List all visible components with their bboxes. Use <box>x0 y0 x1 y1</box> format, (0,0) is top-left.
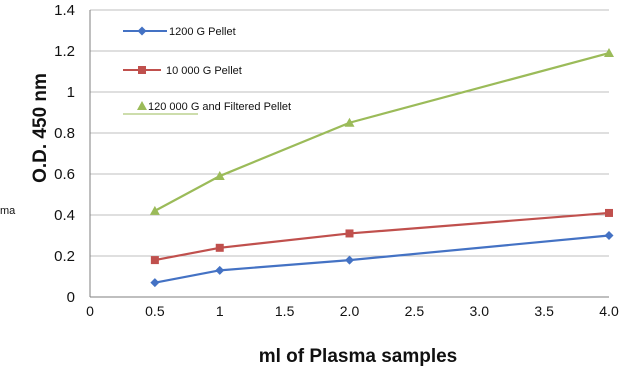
data-point-s2-1 <box>150 256 159 265</box>
legend-label-2: 10 000 G Pellet <box>166 65 242 77</box>
y-tick-label-1: 0.2 <box>54 248 75 265</box>
data-point-s2-2 <box>215 243 224 252</box>
y-tick-label-0: 0 <box>67 289 75 306</box>
x-tick-label-4: 2.0 <box>340 303 360 319</box>
series-group <box>149 48 614 288</box>
y-tick-label-5: 1 <box>67 84 75 101</box>
y-tick-label-4: 0.8 <box>54 125 75 142</box>
x-tick-labels: 0 0.5 1 1.5 2.0 2.5 3.0 3.5 4.0 <box>86 303 619 319</box>
y-tick-label-7: 1.4 <box>54 2 75 19</box>
legend-label-1: 1200 G Pellet <box>169 26 236 38</box>
x-tick-label-7: 3.5 <box>534 303 554 319</box>
data-point-s1-2 <box>215 265 225 275</box>
legend-marker-3 <box>137 101 147 110</box>
legend-item-1: 1200 G Pellet <box>123 26 236 38</box>
data-point-s3-2 <box>214 171 225 181</box>
edge-label: ma <box>0 205 16 217</box>
data-point-s1-4 <box>604 231 614 240</box>
x-axis-title: ml of Plasma samples <box>259 346 458 367</box>
data-point-s2-3 <box>345 229 354 238</box>
data-point-s3-1 <box>149 205 160 215</box>
y-tick-label-3: 0.6 <box>54 166 75 183</box>
gridlines <box>90 9 609 257</box>
axes <box>89 10 609 298</box>
legend-marker-2 <box>138 66 146 74</box>
legend-item-2: 10 000 G Pellet <box>123 65 242 77</box>
x-tick-label-0: 0 <box>86 303 94 319</box>
data-point-s1-1 <box>150 278 160 288</box>
series-2 <box>150 208 613 265</box>
x-tick-label-3: 1.5 <box>275 303 295 319</box>
x-tick-label-5: 2.5 <box>405 303 425 319</box>
y-tick-label-2: 0.4 <box>54 207 75 224</box>
data-point-s3-4 <box>604 48 614 58</box>
series-line-1 <box>154 234 610 284</box>
x-tick-label-2: 1 <box>216 303 224 319</box>
legend-marker-1 <box>137 26 147 36</box>
x-tick-label-6: 3.0 <box>470 303 490 319</box>
series-line-3 <box>154 51 610 212</box>
y-axis-title: O.D. 450 nm <box>30 73 51 183</box>
x-tick-label-8: 4.0 <box>599 303 619 319</box>
legend-item-3: 120 000 G and Filtered Pellet <box>123 101 291 115</box>
y-tick-label-6: 1.2 <box>54 43 75 60</box>
legend: 1200 G Pellet 10 000 G Pellet 120 000 G an… <box>123 26 291 115</box>
x-tick-label-1: 0.5 <box>145 303 165 319</box>
data-point-s2-4 <box>605 208 613 217</box>
legend-label-3: 120 000 G and Filtered Pellet <box>148 101 291 113</box>
series-3 <box>149 48 614 215</box>
y-tick-labels: 0 0.2 0.4 0.6 0.8 1 1.2 1.4 <box>54 2 75 306</box>
data-point-s3-3 <box>344 117 355 127</box>
data-point-s1-3 <box>345 255 354 265</box>
series-1 <box>150 231 614 288</box>
series-line-2 <box>154 211 610 262</box>
